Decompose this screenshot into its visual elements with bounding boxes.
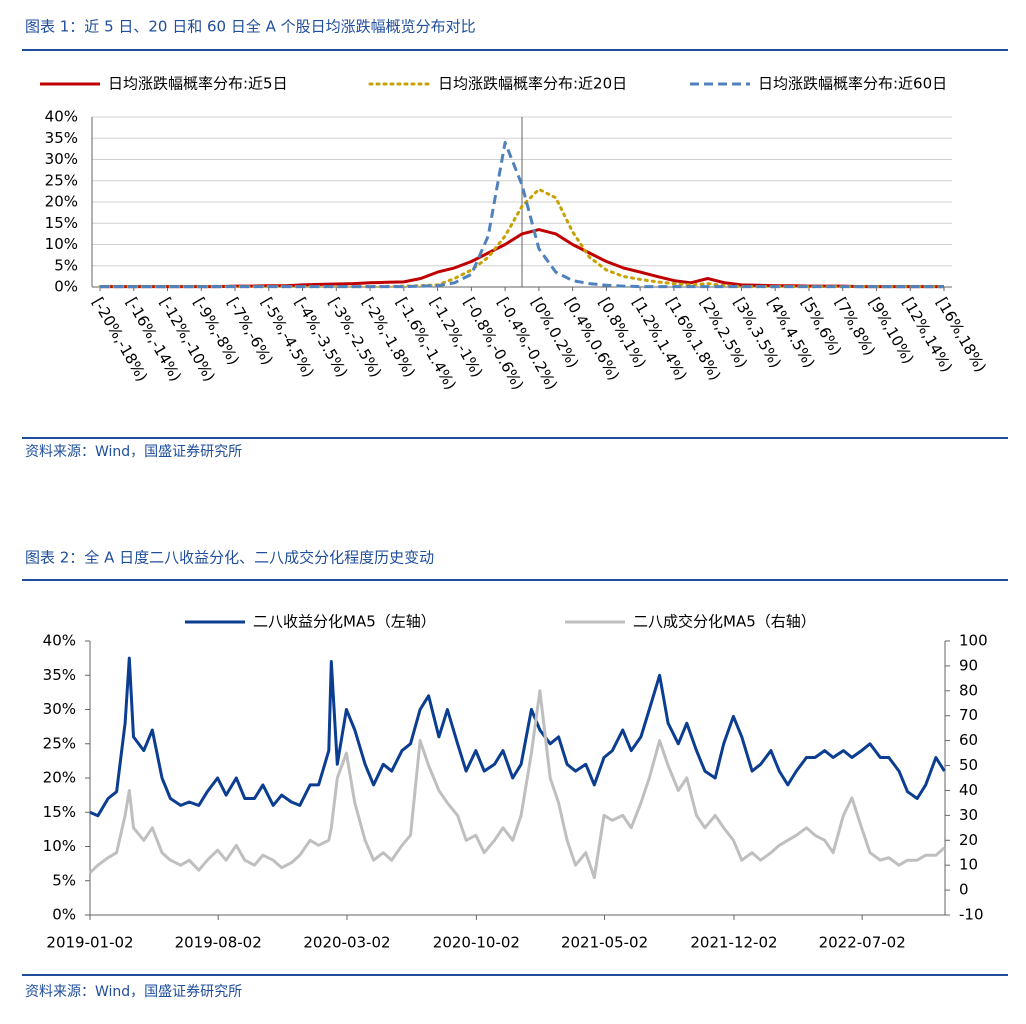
series-line <box>89 656 946 818</box>
legend-label: 日均涨跌幅概率分布:近60日 <box>758 75 947 93</box>
source: 资料来源：Wind，国盛证券研究所 <box>25 984 242 1000</box>
legend-label: 日均涨跌幅概率分布:近20日 <box>438 75 627 93</box>
legend-label: 二八成交分化MA5（右轴） <box>633 613 816 631</box>
y-tick-label: 20% <box>43 769 76 787</box>
y-tick-label: 25% <box>43 734 76 752</box>
y-tick-label: 0% <box>54 278 78 296</box>
y2-tick-label: 90 <box>959 656 978 674</box>
x-tick-label: 2020-03-02 <box>303 934 390 952</box>
series-line <box>88 689 946 880</box>
chart-title: 图表 2：全 A 日度二八收益分化、二八成交分化程度历史变动 <box>25 549 434 567</box>
legend-label: 二八收益分化MA5（左轴） <box>253 613 436 631</box>
y2-tick-label: 10 <box>959 856 978 874</box>
x-tick-label: 2022-07-02 <box>819 934 906 952</box>
x-tick-label: 2020-10-02 <box>433 934 520 952</box>
y-tick-label: 10% <box>45 235 78 253</box>
y-tick-label: 25% <box>45 171 78 189</box>
chart-title: 图表 1：近 5 日、20 日和 60 日全 A 个股日均涨跌幅概览分布对比 <box>25 18 476 36</box>
source: 资料来源：Wind，国盛证券研究所 <box>25 444 242 460</box>
y2-tick-label: 70 <box>959 706 978 724</box>
y-tick-label: 35% <box>45 129 78 147</box>
y2-tick-label: -10 <box>959 906 984 924</box>
legend-label: 日均涨跌幅概率分布:近5日 <box>108 75 288 93</box>
x-tick-label: 2019-01-02 <box>46 934 133 952</box>
y-tick-label: 20% <box>45 193 78 211</box>
y-tick-label: 15% <box>43 803 76 821</box>
y-tick-label: 0% <box>52 906 76 924</box>
y-tick-label: 5% <box>52 871 76 889</box>
x-tick-label: 2019-08-02 <box>175 934 262 952</box>
y2-tick-label: 20 <box>959 831 978 849</box>
y-tick-label: 40% <box>45 108 78 126</box>
y-tick-label: 40% <box>43 632 76 650</box>
y2-tick-label: 0 <box>959 881 969 899</box>
series-line <box>100 141 944 289</box>
y-tick-label: 15% <box>45 214 78 232</box>
y-tick-label: 30% <box>45 150 78 168</box>
y-tick-label: 10% <box>43 837 76 855</box>
y-tick-label: 30% <box>43 700 76 718</box>
y2-tick-label: 40 <box>959 781 978 799</box>
y2-tick-label: 30 <box>959 806 978 824</box>
y-tick-label: 5% <box>54 256 78 274</box>
y-tick-label: 35% <box>43 666 76 684</box>
x-tick-label: 2021-12-02 <box>690 934 777 952</box>
y2-tick-label: 60 <box>959 731 978 749</box>
y2-tick-label: 50 <box>959 756 978 774</box>
y2-tick-label: 100 <box>959 632 988 650</box>
y2-tick-label: 80 <box>959 681 978 699</box>
x-tick-label: 2021-05-02 <box>561 934 648 952</box>
